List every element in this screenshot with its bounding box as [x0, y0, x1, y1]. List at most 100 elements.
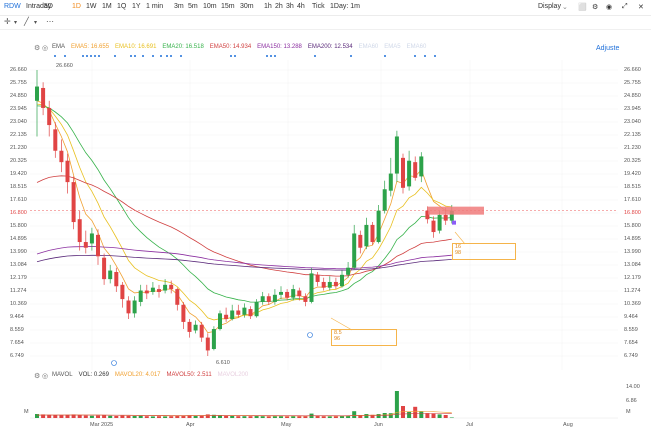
timeframe-1m[interactable]: 1M: [102, 3, 112, 10]
timeframe-3m[interactable]: 3m: [174, 3, 184, 10]
candle-body: [340, 274, 344, 287]
candle-body: [279, 291, 283, 295]
timeframe-1y[interactable]: 1Y: [132, 3, 141, 10]
close-icon[interactable]: ✕: [638, 4, 644, 11]
price-tick: 26.660: [10, 67, 27, 73]
timeframe-5d[interactable]: 5D: [44, 3, 53, 10]
price-tick: 7.654: [10, 340, 24, 346]
expand-icon[interactable]: ⤢: [622, 3, 628, 10]
candle-body: [321, 281, 326, 288]
volume-bar: [114, 416, 119, 418]
price-tick: 15.800: [624, 223, 641, 229]
price-tick: 7.654: [624, 340, 638, 346]
candle-body: [181, 304, 186, 322]
annotation-text: 16: [455, 244, 462, 250]
ticker-symbol[interactable]: RDW: [4, 3, 21, 10]
volume-bar: [303, 416, 308, 418]
indicator-visible-icon[interactable]: ◎: [42, 45, 49, 52]
mavol-faded: MAVOL200: [217, 372, 249, 378]
annotation-box-high[interactable]: 16 98: [452, 243, 516, 260]
price-chart[interactable]: 26.660 6.610: [0, 60, 651, 370]
timeframe-5m[interactable]: 5m: [188, 3, 198, 10]
fullscreen-icon[interactable]: ⬜: [578, 4, 587, 11]
mavol-item-0: VOL: 0.269: [78, 372, 109, 378]
timeframe-1d[interactable]: 1D: [72, 3, 81, 10]
display-menu[interactable]: Display: [538, 3, 561, 10]
price-tick: 21.230: [10, 145, 27, 151]
candle-body: [401, 157, 405, 188]
candle-body: [77, 219, 82, 243]
settings-icon[interactable]: ⚙: [592, 4, 599, 11]
indicator-dot: [384, 55, 386, 57]
timeframe-30m[interactable]: 30m: [240, 3, 254, 10]
crosshair-chevron-icon[interactable]: ▾: [14, 20, 18, 26]
volume-bar: [35, 414, 39, 418]
volume-bar: [437, 414, 442, 418]
volume-bar: [358, 415, 363, 418]
timeframe-intraday[interactable]: Intraday: [26, 3, 52, 10]
camera-icon[interactable]: ◉: [606, 4, 613, 11]
timeframe-1w[interactable]: 1W: [86, 3, 97, 10]
price-tick: 14.895: [624, 236, 641, 242]
crosshair-icon[interactable]: ✛: [4, 17, 11, 26]
candle-body: [291, 289, 296, 298]
mavol-label[interactable]: MAVOL: [52, 372, 73, 378]
volume-bar: [272, 416, 277, 418]
price-tick: 24.850: [624, 93, 641, 99]
volume-bar: [163, 416, 168, 418]
vol-visible-icon[interactable]: ◎: [42, 373, 49, 380]
volume-bar: [297, 416, 302, 418]
price-tick: 20.325: [624, 158, 641, 164]
price-tick: 13.990: [10, 249, 27, 255]
top-toolbar: RDW Intraday 5D 1D 1W 1M 1Q 1Y 1 min 3m 5m 10m 15m 3…: [0, 0, 651, 16]
candle-body: [199, 324, 204, 338]
timeframe-4h[interactable]: 4h: [297, 3, 305, 10]
vol-settings-icon[interactable]: ⚙: [34, 373, 41, 380]
timeframe-1-min[interactable]: 1 min: [146, 3, 164, 10]
trendline-icon[interactable]: ╱: [24, 17, 29, 26]
candle-body: [89, 233, 94, 244]
timeframe-1h[interactable]: 1h: [264, 3, 272, 10]
price-tick: 23.945: [10, 106, 27, 112]
display-chevron-icon[interactable]: ⌄: [562, 4, 568, 11]
volume-unit: M: [24, 409, 29, 415]
timeframe-2h[interactable]: 2h: [275, 3, 283, 10]
timeframe-1q[interactable]: 1Q: [117, 3, 127, 10]
date-tick: Apr: [186, 422, 195, 428]
price-tick: 26.660: [624, 67, 641, 73]
ema-label[interactable]: EMA: [52, 44, 66, 50]
annotation-leader: [330, 317, 353, 331]
volume-bar: [254, 416, 259, 418]
event-marker-icon[interactable]: [307, 332, 313, 338]
indicator-dot: [90, 55, 92, 57]
volume-bar: [150, 416, 155, 418]
candle-body: [211, 329, 216, 350]
price-tick: 10.369: [10, 301, 27, 307]
volume-bar: [260, 416, 265, 418]
event-marker-icon[interactable]: [111, 360, 117, 366]
price-tick: 20.325: [10, 158, 27, 164]
trendline-chevron-icon[interactable]: ▾: [34, 20, 38, 26]
adjusted-toggle[interactable]: Adjuste: [596, 45, 620, 52]
volume-bar: [449, 417, 454, 418]
candle-body: [59, 150, 64, 163]
volume-bar: [199, 415, 204, 418]
timeframe-10m[interactable]: 10m: [203, 3, 217, 10]
candle-body: [431, 220, 436, 233]
date-tick: May: [281, 422, 292, 428]
annotation-box-low[interactable]: 8.5 96: [331, 329, 397, 346]
price-tick: 11.274: [624, 288, 641, 294]
mavol-legend: MAVOL VOL: 0.269 MAVOL20: 4.017 MAVOL50: 2.…: [52, 372, 254, 378]
more-tools-icon[interactable]: ⋯: [46, 17, 54, 26]
indicator-dot: [114, 55, 116, 57]
candle-body: [407, 160, 412, 187]
indicator-settings-icon[interactable]: ⚙: [34, 45, 41, 52]
timeframe-15m[interactable]: 15m: [221, 3, 235, 10]
indicator-dot: [134, 55, 136, 57]
price-tick: 9.464: [624, 314, 638, 320]
volume-chart[interactable]: 14.00 6.86 M M: [0, 380, 651, 420]
timeframe-3h[interactable]: 3h: [286, 3, 294, 10]
timeframe-1day-1m[interactable]: 1Day: 1m: [330, 3, 360, 10]
volume-bar: [53, 415, 58, 418]
timeframe-tick[interactable]: Tick: [312, 3, 325, 10]
